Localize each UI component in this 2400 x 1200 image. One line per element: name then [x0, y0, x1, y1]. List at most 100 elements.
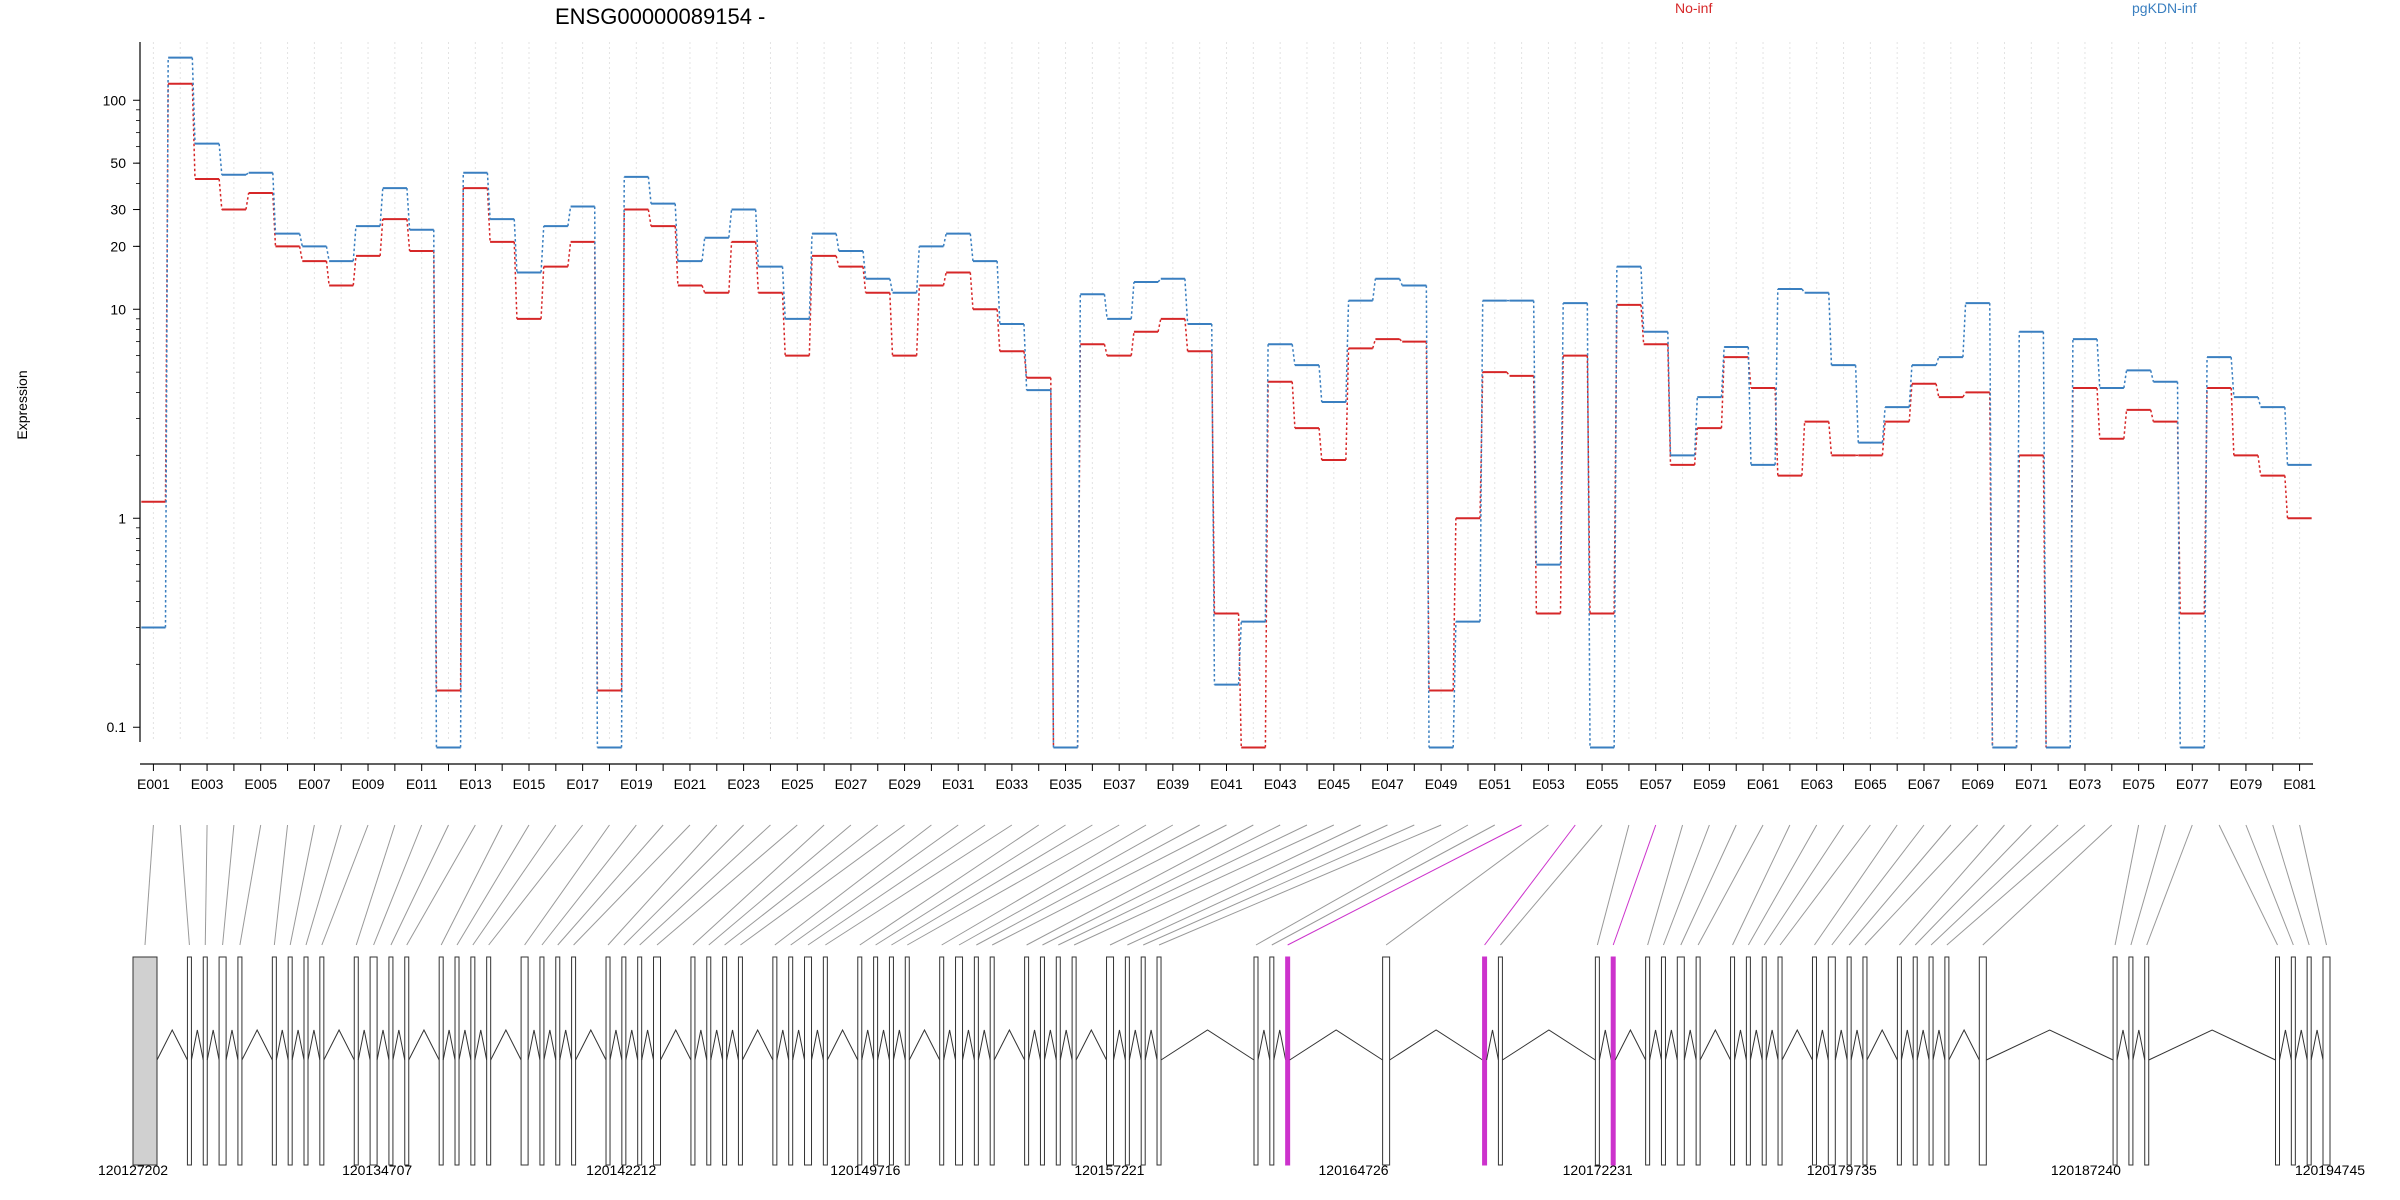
connector-e020	[557, 824, 664, 946]
connector-e030	[774, 824, 932, 946]
series-no-inf-connector	[996, 309, 1001, 352]
connector-e019	[541, 824, 637, 946]
intron-line-e071	[1916, 1029, 1930, 1061]
series-no-inf-connector	[1291, 381, 1296, 429]
intron-line-e073	[1948, 1028, 1980, 1061]
exon-box-e067	[1827, 956, 1836, 1166]
intron-line-e011	[376, 1029, 390, 1061]
exon-box-e019	[539, 956, 545, 1166]
intron-line-e007	[291, 1029, 305, 1061]
coordinate-label-120149716: 120149716	[830, 1162, 900, 1178]
exon-box-e004	[218, 956, 227, 1166]
connector-e076	[2130, 824, 2166, 946]
exon-box-e078	[2275, 956, 2281, 1166]
intron-line-e023	[625, 1029, 639, 1061]
series-pgkdn-inf-connector	[1747, 346, 1752, 465]
exon-box-e065	[1777, 956, 1783, 1166]
intron-line-e061	[1699, 1028, 1731, 1061]
series-pgkdn-inf-connector	[1211, 324, 1216, 685]
intron-line-e028	[726, 1029, 739, 1061]
series-no-inf-connector	[379, 219, 384, 256]
intron-line-e075	[2116, 1029, 2130, 1061]
series-no-inf-connector	[728, 241, 733, 293]
exon-box-e020	[555, 956, 561, 1166]
connector-e035	[875, 824, 1066, 946]
series-pgkdn-inf-connector	[2284, 407, 2289, 465]
exon-box-e007	[287, 956, 293, 1166]
connector-e044	[1058, 824, 1308, 946]
exon-box-e039	[955, 956, 964, 1166]
intron-line-e043	[1043, 1029, 1057, 1061]
connector-e016	[472, 824, 557, 946]
series-pgkdn-inf-connector	[2149, 370, 2155, 382]
exon-box-e069	[1862, 956, 1868, 1166]
series-pgkdn-inf-connector	[1988, 303, 1994, 748]
connector-e053	[1385, 824, 1549, 946]
x-tick-label-e029: E029	[888, 776, 921, 792]
intron-line-e004	[225, 1029, 239, 1061]
series-pgkdn-inf-connector	[298, 233, 304, 247]
coordinate-label-120187240: 120187240	[2051, 1162, 2121, 1178]
series-no-inf-connector	[1399, 338, 1403, 343]
exon-box-e042	[1024, 956, 1030, 1166]
exon-box-e037	[904, 956, 910, 1166]
intron-line-e076	[2132, 1029, 2146, 1061]
exon-box-e026	[690, 956, 696, 1166]
connector-e040	[976, 824, 1200, 946]
x-tick-label-e001: E001	[137, 776, 170, 792]
series-no-inf-connector	[486, 188, 491, 242]
exon-box-e022	[605, 956, 611, 1166]
exon-box-e053	[1382, 956, 1391, 1166]
connector-e043	[1042, 824, 1281, 946]
series-pgkdn-inf-connector	[1157, 278, 1162, 283]
connector-e058	[1647, 824, 1684, 946]
exon-box-e027	[706, 956, 712, 1166]
connector-e056	[1596, 824, 1630, 946]
connector-e041	[991, 824, 1227, 946]
x-tick-label-e035: E035	[1049, 776, 1082, 792]
x-tick-label-e061: E061	[1747, 776, 1780, 792]
intron-line-e068	[1850, 1029, 1864, 1061]
series-pgkdn-inf-connector	[969, 233, 974, 262]
series-pgkdn-inf-connector	[2069, 339, 2074, 748]
series-no-inf-connector	[459, 188, 465, 691]
exon-box-e059	[1660, 956, 1666, 1166]
series-no-inf-connector	[1103, 344, 1108, 356]
series-no-inf-connector	[2123, 409, 2128, 439]
intron-line-e033	[826, 1028, 859, 1061]
connector-e024	[639, 824, 771, 946]
connector-e059	[1662, 824, 1710, 946]
series-pgkdn-inf-connector	[2257, 396, 2262, 408]
connector-e078	[2218, 824, 2278, 946]
x-tick-label-e043: E043	[1264, 776, 1297, 792]
series-no-inf-connector	[647, 209, 652, 227]
series-pgkdn-inf-connector	[1345, 300, 1350, 403]
intron-line-e067	[1834, 1029, 1848, 1061]
series-pgkdn-inf-connector	[513, 219, 518, 273]
series-pgkdn-inf-connector	[1854, 365, 1860, 443]
exon-box-e080	[2306, 956, 2312, 1166]
connector-e037	[907, 824, 1120, 946]
gene-model-track	[132, 956, 2331, 1166]
intron-line-e022	[609, 1029, 623, 1061]
series-no-inf-connector	[915, 285, 921, 356]
intron-line-e038	[943, 1029, 957, 1061]
series-pgkdn-inf-connector	[486, 172, 491, 220]
series-pgkdn-inf-connector	[862, 250, 867, 279]
connector-e018	[524, 824, 610, 946]
series-pgkdn-inf-connector	[1935, 356, 1940, 366]
series-no-inf-connector	[1023, 351, 1028, 378]
x-tick-label-e063: E063	[1800, 776, 1833, 792]
exon-box-e041	[989, 956, 995, 1166]
intron-line-e014	[442, 1029, 456, 1061]
series-pgkdn-inf-connector	[1881, 407, 1886, 443]
series-no-inf-connector	[2284, 475, 2289, 519]
connector-e055	[1500, 824, 1603, 946]
connector-e054	[1484, 824, 1576, 946]
series-pgkdn-inf-connector	[593, 206, 599, 748]
intron-line-e080	[2310, 1029, 2324, 1061]
series-pgkdn-inf-connector	[1828, 292, 1833, 366]
series-no-inf-connector	[1640, 304, 1645, 345]
series-pgkdn-inf-connector	[1452, 621, 1457, 748]
